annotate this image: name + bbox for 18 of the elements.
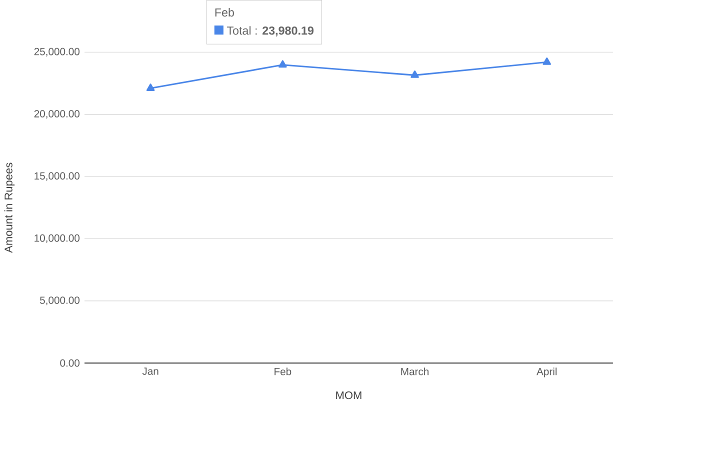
point	[542, 57, 552, 65]
x-axis-title: MOM	[336, 391, 362, 399]
y-tick-label: 5,000.00	[40, 296, 80, 305]
y-tick-label: 20,000.00	[34, 110, 80, 118]
y-tick-label: 15,000.00	[34, 172, 80, 181]
point	[410, 70, 419, 78]
x-tick-label: Jan	[142, 367, 158, 375]
point	[278, 60, 287, 68]
x-tick-label: March	[401, 367, 429, 376]
y-tick-label: 25,000.00	[34, 48, 80, 56]
y-tick-label: 0.00	[60, 359, 80, 367]
x-tick-label: Feb	[274, 367, 292, 376]
y-tick-label: 10,000.00	[34, 234, 80, 243]
text: Feb	[215, 8, 234, 16]
text: Total : 23,980.19	[226, 26, 314, 36]
x-tick-label: April	[536, 367, 557, 378]
y-axis-title: Amount in Rupees	[4, 162, 15, 253]
point	[146, 83, 155, 91]
